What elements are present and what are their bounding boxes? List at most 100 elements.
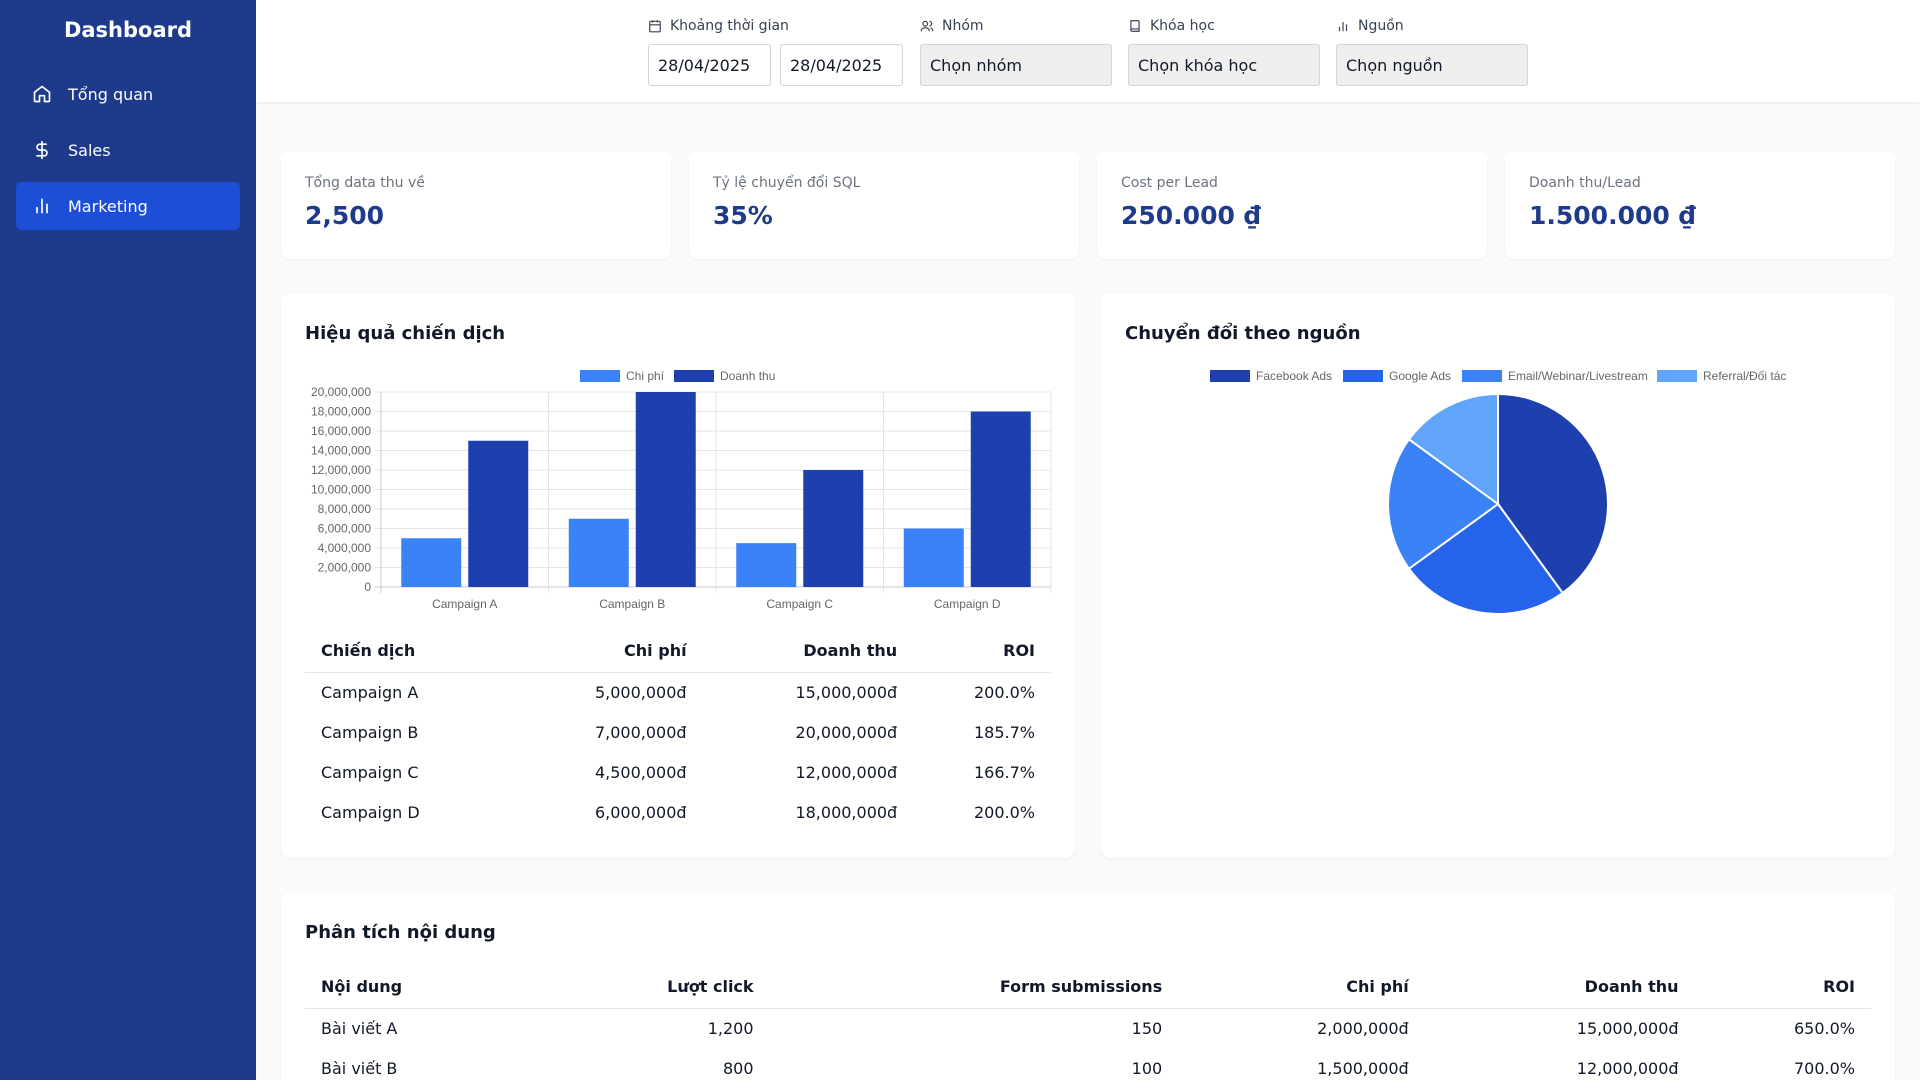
column-header[interactable]: Doanh thu xyxy=(1584,977,1679,997)
book-icon xyxy=(1128,19,1142,33)
table-cell: Campaign A xyxy=(321,682,419,702)
bar-chart-y-tick: 18,000,000 xyxy=(311,405,371,419)
users-icon xyxy=(920,19,934,33)
kpi-label: Doanh thu/Lead xyxy=(1529,175,1641,191)
table-cell: 200.0% xyxy=(973,682,1035,702)
bar-chart-y-tick: 10,000,000 xyxy=(311,483,371,497)
bar-chart-y-tick: 14,000,000 xyxy=(311,444,371,458)
column-header[interactable]: Lượt click xyxy=(667,977,754,997)
sidebar-item-label: Sales xyxy=(68,140,111,160)
date-range-filter: Khoảng thời gian 28/04/2025 28/04/2025 xyxy=(648,17,903,86)
kpi-card-cost-per-lead: Cost per Lead 250.000 ₫ xyxy=(1097,151,1487,259)
table-row: Campaign C 4,500,000đ 12,000,000đ 166.7% xyxy=(305,752,1051,792)
pie-slice-2[interactable] xyxy=(1407,502,1565,615)
column-header[interactable]: Chi phí xyxy=(624,641,687,661)
date-from-input[interactable]: 28/04/2025 xyxy=(648,44,771,86)
table-cell: 2,000,000đ xyxy=(1317,1018,1409,1038)
bar-chart-y-tick: 16,000,000 xyxy=(311,424,371,438)
column-header[interactable]: Doanh thu xyxy=(803,641,898,661)
column-header[interactable]: Chiến dịch xyxy=(321,641,416,661)
legend-swatch-google xyxy=(1343,370,1383,382)
date-to-input[interactable]: 28/04/2025 xyxy=(780,44,903,86)
table-cell: 12,000,000đ xyxy=(1576,1058,1679,1078)
column-header[interactable]: Nội dung xyxy=(321,977,403,997)
dollar-icon xyxy=(32,140,52,160)
source-pie-chart: Facebook Ads Google Ads Email/Webinar/Li… xyxy=(1210,369,1786,615)
source-select[interactable]: Chọn nguồn xyxy=(1336,44,1528,86)
table-cell: 7,000,000đ xyxy=(594,722,687,742)
bar-chi-phí-2[interactable] xyxy=(568,518,629,587)
campaign-bar-chart: Chi phí Doanh thu 0 2,000,000 4,000,000 6,0… xyxy=(311,369,1052,611)
kpi-value: 2,500 xyxy=(305,201,385,230)
bar-chart-x-tick: Campaign B xyxy=(599,597,665,611)
course-filter: Khóa học Chọn khóa học xyxy=(1128,17,1320,86)
table-cell: 18,000,000đ xyxy=(795,802,898,822)
table-cell: 15,000,000đ xyxy=(1576,1018,1679,1038)
column-header[interactable]: ROI xyxy=(1003,641,1035,661)
bar-doanh-thu-3[interactable] xyxy=(803,470,864,587)
table-cell: 100 xyxy=(1131,1058,1163,1078)
sidebar: Dashboard Tổng quan Sales Marketing xyxy=(0,0,256,1080)
table-row: Campaign D 6,000,000đ 18,000,000đ 200.0% xyxy=(305,792,1051,832)
group-filter: Nhóm Chọn nhóm xyxy=(920,17,1112,86)
bar-doanh-thu-1[interactable] xyxy=(468,440,529,587)
sidebar-item-label: Marketing xyxy=(68,196,148,216)
course-select[interactable]: Chọn khóa học xyxy=(1128,44,1320,86)
pie-slice-3[interactable] xyxy=(1387,437,1500,571)
bar-chart-x-tick: Campaign A xyxy=(432,597,497,611)
sidebar-item-label: Tổng quan xyxy=(68,84,154,104)
bar-chart-y-tick: 12,000,000 xyxy=(311,463,371,477)
bar-chart-y-tick: 0 xyxy=(364,580,371,594)
legend-swatch-email xyxy=(1462,370,1502,382)
table-cell: 650.0% xyxy=(1793,1018,1855,1038)
table-cell: 4,500,000đ xyxy=(594,762,687,782)
bar-chi-phí-4[interactable] xyxy=(903,528,964,588)
content-panel: Phân tích nội dung Nội dung Lượt click F… xyxy=(281,892,1895,1080)
calendar-icon xyxy=(648,19,662,33)
sidebar-item-sales[interactable]: Sales xyxy=(16,126,240,174)
table-cell: 5,000,000đ xyxy=(594,682,687,702)
bar-doanh-thu-2[interactable] xyxy=(635,392,696,587)
table-cell: 150 xyxy=(1131,1018,1163,1038)
bar-chart-icon xyxy=(32,196,52,216)
campaign-table: Chiến dịch Chi phí Doanh thu ROI Campaig… xyxy=(305,630,1051,832)
content-table: Nội dung Lượt click Form submissions Chi… xyxy=(305,966,1871,1080)
bar-doanh-thu-4[interactable] xyxy=(970,411,1031,588)
sidebar-item-tong-quan[interactable]: Tổng quan xyxy=(16,70,240,118)
column-header[interactable]: Chi phí xyxy=(1346,977,1409,997)
bar-chart-y-tick: 4,000,000 xyxy=(318,541,372,555)
table-row: Campaign B 7,000,000đ 20,000,000đ 185.7% xyxy=(305,712,1051,752)
bar-chi-phí-1[interactable] xyxy=(401,538,462,587)
pie-slice-4[interactable] xyxy=(1407,392,1499,506)
table-cell: Campaign B xyxy=(321,722,419,742)
legend-label-referral: Referral/Đối tác xyxy=(1703,369,1786,383)
table-cell: Bài viết A xyxy=(321,1018,398,1038)
table-cell: 6,000,000đ xyxy=(594,802,687,822)
legend-label-facebook: Facebook Ads xyxy=(1256,369,1332,383)
bar-chart-legend: Chi phí Doanh thu xyxy=(580,369,775,383)
campaign-panel-title: Hiệu quả chiến dịch xyxy=(305,323,506,344)
table-cell: 800 xyxy=(723,1058,754,1078)
column-header[interactable]: ROI xyxy=(1823,977,1855,997)
table-row: Bài viết B 800 100 1,500,000đ 12,000,000… xyxy=(305,1048,1871,1080)
table-cell: 185.7% xyxy=(973,722,1035,742)
table-cell: 15,000,000đ xyxy=(795,682,898,702)
pie-slice-1[interactable] xyxy=(1497,392,1609,595)
group-select[interactable]: Chọn nhóm xyxy=(920,44,1112,86)
sidebar-item-marketing[interactable]: Marketing xyxy=(16,182,240,230)
kpi-value: 35% xyxy=(713,201,773,230)
table-cell: 700.0% xyxy=(1793,1058,1855,1078)
bar-chi-phí-3[interactable] xyxy=(736,543,797,587)
legend-swatch-doanh-thu xyxy=(674,370,714,382)
pie-chart-legend: Facebook Ads Google Ads Email/Webinar/Li… xyxy=(1210,369,1786,383)
bar-chart-x-tick: Campaign D xyxy=(934,597,1001,611)
legend-swatch-referral xyxy=(1657,370,1697,382)
kpi-label: Tỷ lệ chuyển đổi SQL xyxy=(713,175,861,191)
home-icon xyxy=(32,84,52,104)
group-label: Nhóm xyxy=(942,18,984,34)
date-range-label: Khoảng thời gian xyxy=(670,18,789,34)
table-cell: 1,500,000đ xyxy=(1317,1058,1409,1078)
column-header[interactable]: Form submissions xyxy=(999,977,1163,997)
legend-label-chi-phi: Chi phí xyxy=(626,369,665,383)
bar-chart-x-tick: Campaign C xyxy=(766,597,833,611)
